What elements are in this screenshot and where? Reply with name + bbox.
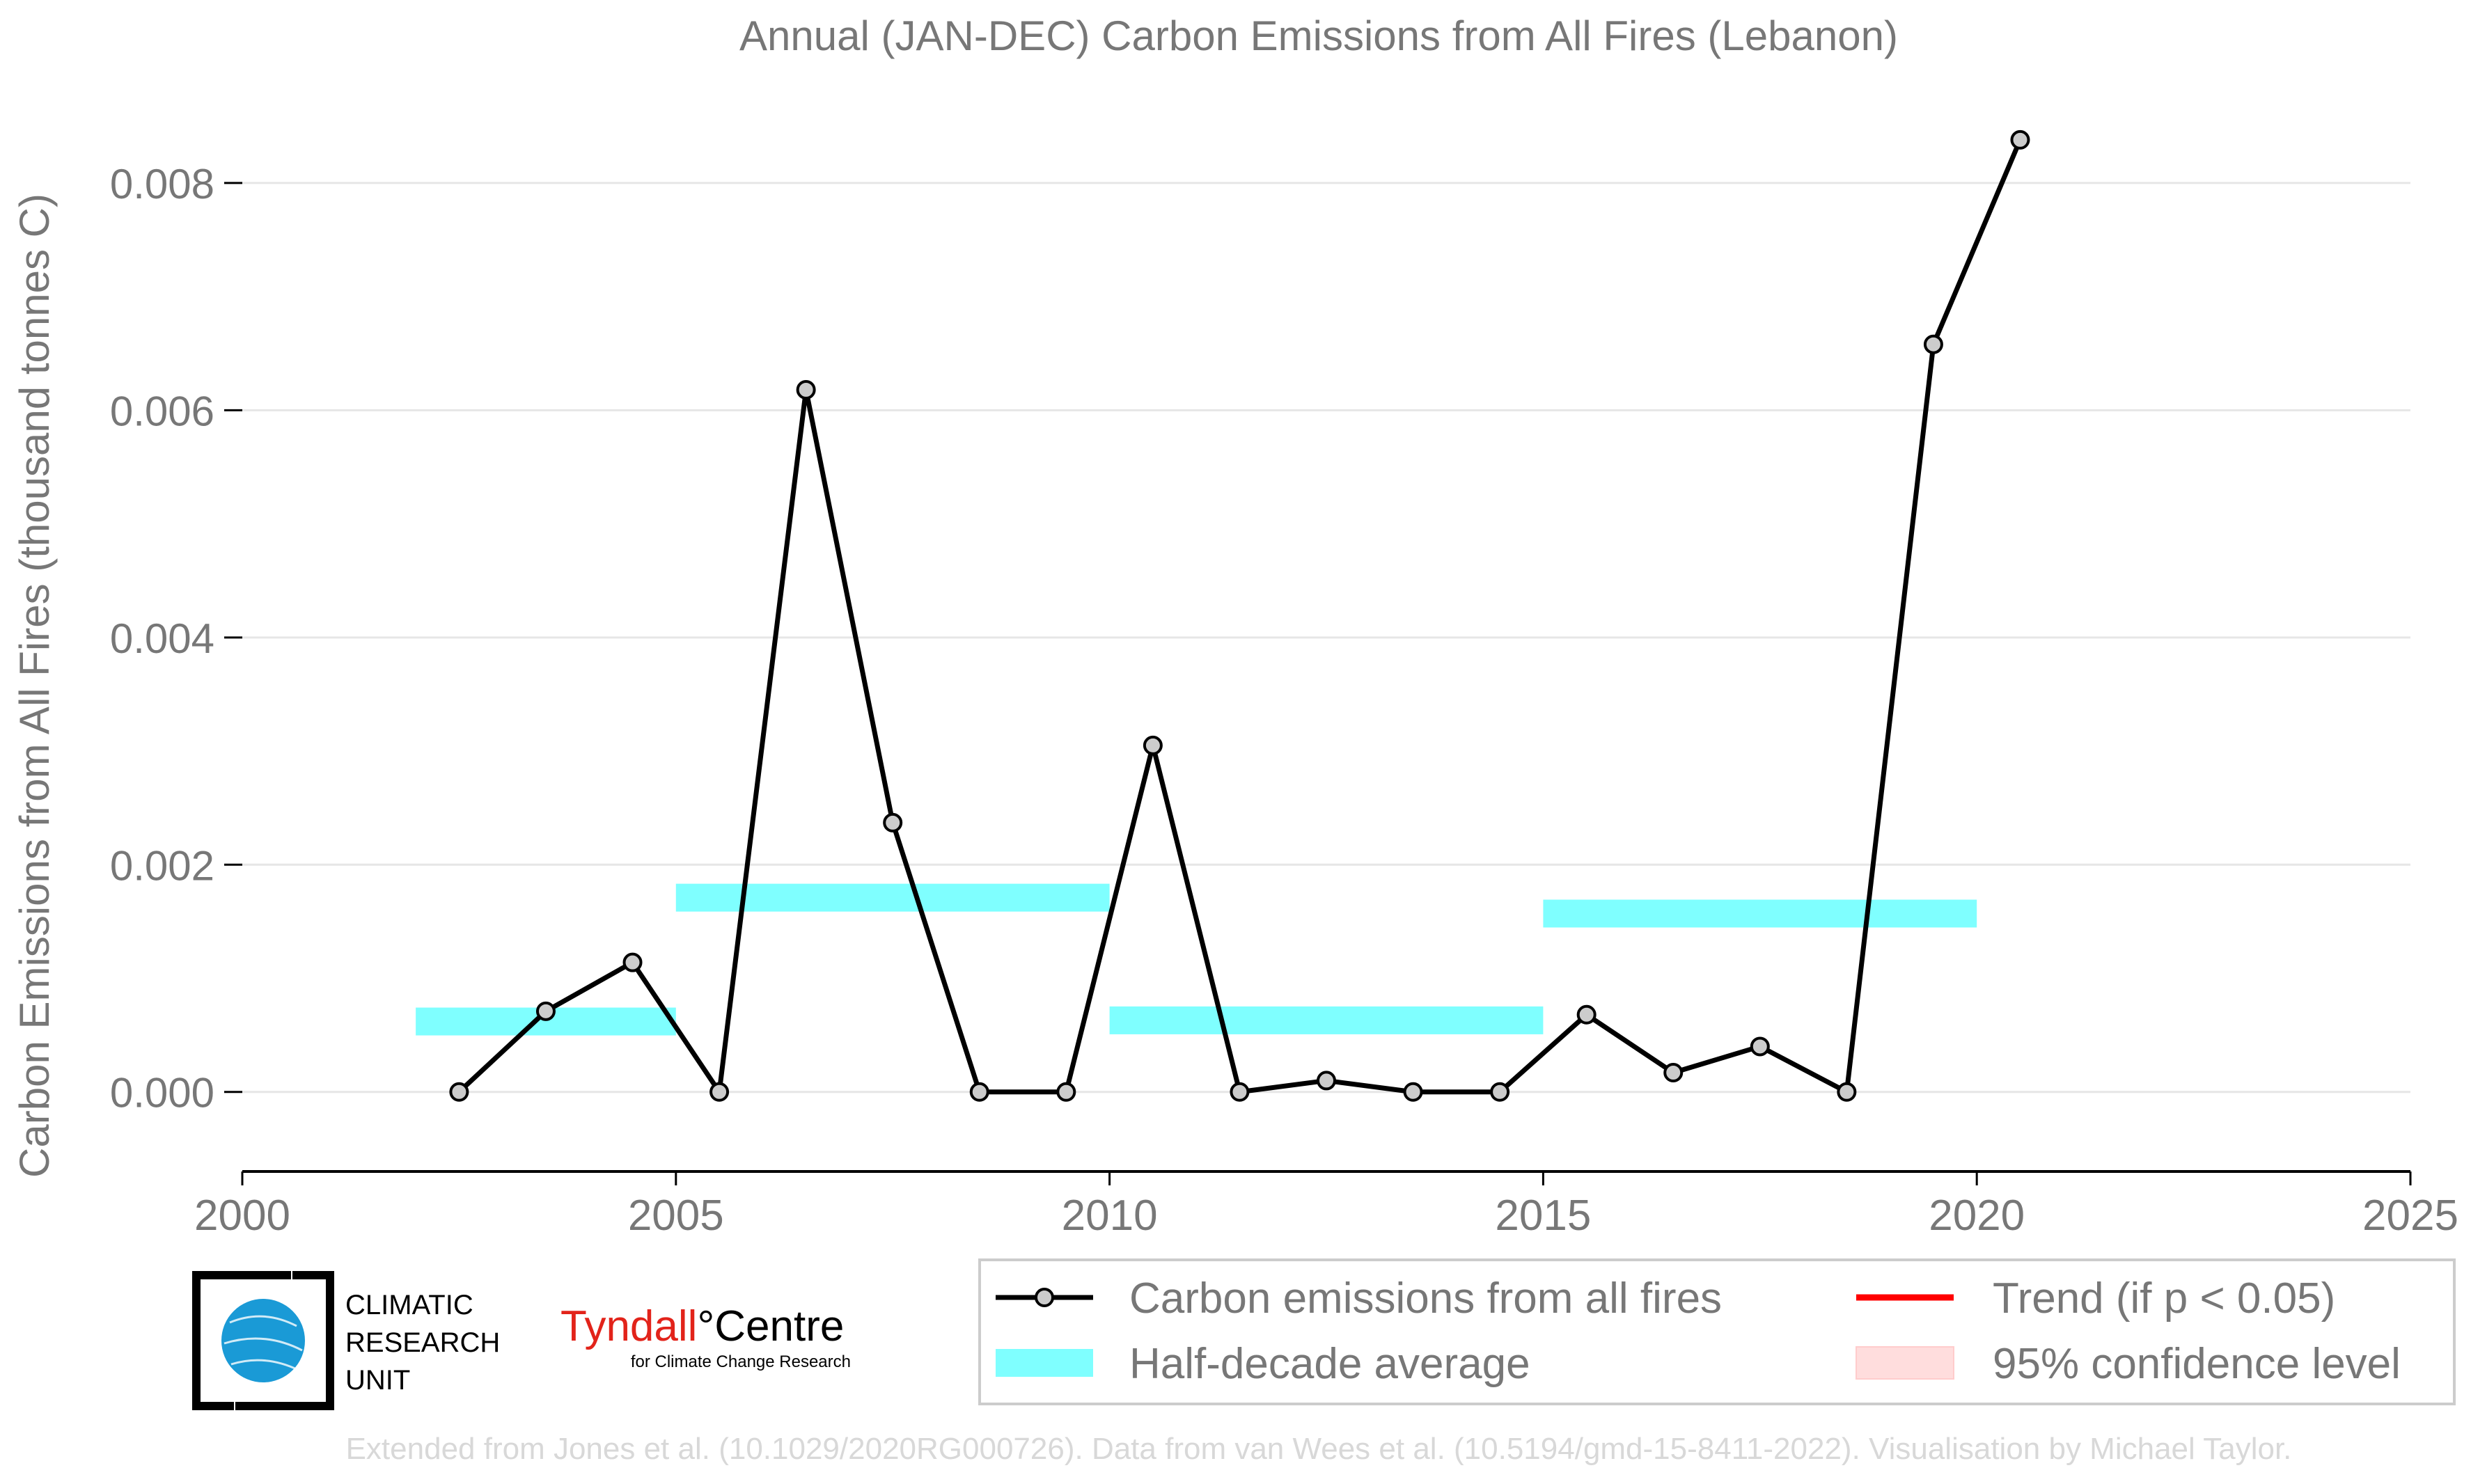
data-point bbox=[1923, 334, 1943, 354]
legend-label-trend: Trend (if p < 0.05) bbox=[1993, 1274, 2335, 1323]
half-decade-average-bars bbox=[416, 883, 1977, 1036]
axes: 0.000 0.002 0.004 0.006 0.008 2000 2005 2010 201… bbox=[110, 161, 2458, 1240]
half-decade-bar bbox=[1543, 899, 1977, 928]
cru-logo: CLIMATIC RESEARCH UNIT bbox=[192, 1271, 500, 1410]
data-point bbox=[1403, 1082, 1423, 1102]
data-point bbox=[449, 1082, 469, 1102]
cru-logo-line-1: CLIMATIC bbox=[345, 1290, 473, 1320]
emissions-points bbox=[449, 129, 2030, 1102]
data-point bbox=[2010, 129, 2030, 150]
data-point bbox=[1230, 1082, 1250, 1102]
x-tick-label: 2005 bbox=[628, 1192, 724, 1240]
x-tick-label: 2000 bbox=[194, 1192, 290, 1240]
y-tick-label: 0.006 bbox=[110, 388, 214, 434]
x-tick-label: 2015 bbox=[1495, 1192, 1591, 1240]
data-point bbox=[535, 1001, 556, 1021]
data-point bbox=[1837, 1082, 1857, 1102]
cru-logo-bracket-right bbox=[235, 1271, 334, 1410]
tyndall-logo-name: Tyndall bbox=[560, 1302, 697, 1350]
data-point bbox=[969, 1082, 989, 1102]
x-tick-label: 2020 bbox=[1929, 1192, 2025, 1240]
legend-label-emissions: Carbon emissions from all fires bbox=[1129, 1274, 1722, 1323]
credit-line: Extended from Jones et al. (10.1029/2020… bbox=[346, 1432, 2292, 1466]
data-point bbox=[796, 380, 816, 400]
tyndall-logo-wordmark: Tyndall°Centre bbox=[560, 1302, 844, 1350]
legend: Carbon emissions from all fires Half-dec… bbox=[978, 1258, 2456, 1405]
data-point bbox=[1317, 1071, 1336, 1091]
tyndall-logo-centre: Centre bbox=[714, 1302, 844, 1350]
data-point bbox=[1663, 1062, 1684, 1082]
emissions-series bbox=[457, 139, 2023, 1095]
legend-label-confidence: 95% confidence level bbox=[1993, 1340, 2401, 1388]
half-decade-bar bbox=[1109, 1006, 1544, 1034]
cru-logo-line-3: UNIT bbox=[345, 1365, 410, 1396]
y-axis-label: Carbon Emissions from All Fires (thousan… bbox=[11, 194, 58, 1178]
cru-logo-globe-lines bbox=[223, 1315, 303, 1371]
data-point bbox=[1750, 1036, 1770, 1057]
data-point bbox=[1056, 1082, 1076, 1102]
x-tick-label: 2025 bbox=[2362, 1192, 2458, 1240]
chart-title: Annual (JAN-DEC) Carbon Emissions from A… bbox=[739, 13, 1898, 59]
half-decade-bar bbox=[675, 883, 1110, 912]
legend-swatch-half-decade bbox=[996, 1349, 1093, 1377]
legend-frame bbox=[978, 1258, 2456, 1405]
tyndall-logo: Tyndall°Centre for Climate Change Resear… bbox=[560, 1302, 851, 1371]
gridlines bbox=[242, 182, 2410, 1094]
tyndall-logo-tagline: for Climate Change Research bbox=[631, 1352, 851, 1371]
legend-label-half-decade: Half-decade average bbox=[1129, 1340, 1530, 1388]
cru-logo-line-2: RESEARCH bbox=[345, 1327, 500, 1358]
tyndall-logo-degree: ° bbox=[697, 1302, 714, 1350]
legend-swatch-emissions-marker bbox=[1035, 1288, 1054, 1307]
y-tick-label: 0.008 bbox=[110, 161, 214, 207]
y-tick-label: 0.004 bbox=[110, 615, 214, 662]
data-point bbox=[1143, 735, 1163, 755]
y-tick-label: 0.000 bbox=[110, 1070, 214, 1116]
data-point bbox=[622, 952, 643, 972]
data-point bbox=[883, 812, 903, 832]
data-point bbox=[709, 1082, 730, 1102]
emissions-line bbox=[457, 139, 2023, 1095]
data-point bbox=[1490, 1082, 1510, 1102]
y-tick-label: 0.002 bbox=[110, 842, 214, 889]
legend-swatch-confidence bbox=[1856, 1346, 1954, 1380]
cru-logo-bracket-left bbox=[192, 1271, 291, 1410]
x-tick-label: 2010 bbox=[1062, 1192, 1158, 1240]
data-point bbox=[1576, 1004, 1597, 1025]
